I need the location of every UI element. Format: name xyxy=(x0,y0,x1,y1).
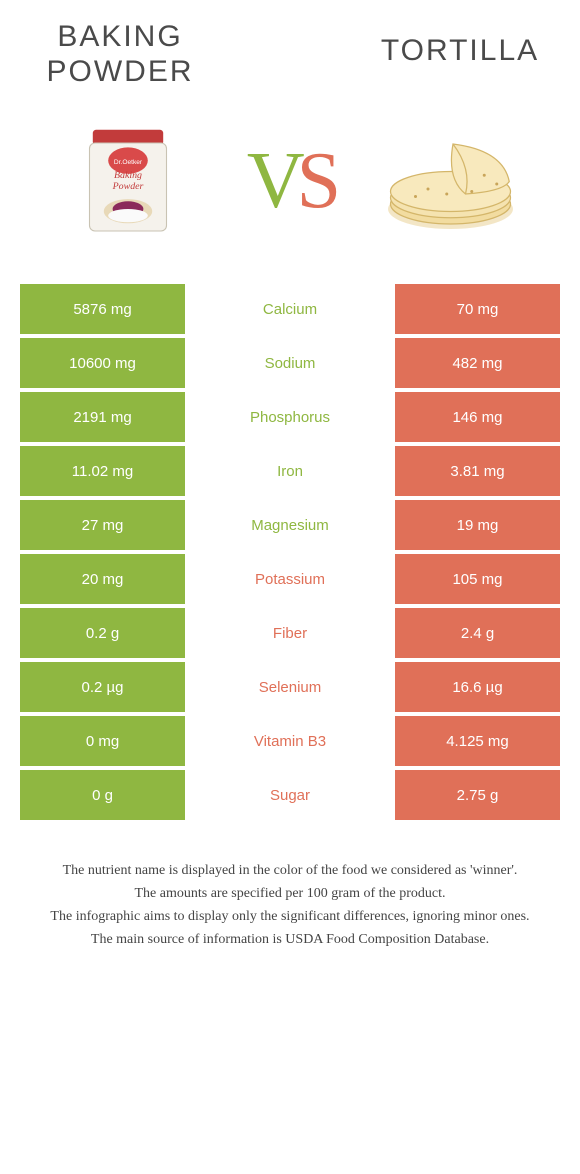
nutrient-label: Selenium xyxy=(185,662,395,712)
right-value: 3.81 mg xyxy=(395,446,560,496)
right-value: 16.6 µg xyxy=(395,662,560,712)
right-value: 70 mg xyxy=(395,284,560,334)
infographic-container: Baking powder Tortilla Dr.Oetker Baking … xyxy=(0,0,580,972)
images-row: Dr.Oetker Baking Powder VS xyxy=(20,104,560,259)
svg-text:Baking: Baking xyxy=(113,170,141,181)
nutrient-label: Phosphorus xyxy=(185,392,395,442)
footer-line: The main source of information is USDA F… xyxy=(30,929,550,950)
right-value: 105 mg xyxy=(395,554,560,604)
left-value: 11.02 mg xyxy=(20,446,185,496)
left-value: 0.2 µg xyxy=(20,662,185,712)
left-value: 0 mg xyxy=(20,716,185,766)
table-row: 0.2 µgSelenium16.6 µg xyxy=(20,662,560,712)
footer-line: The nutrient name is displayed in the co… xyxy=(30,860,550,881)
left-value: 5876 mg xyxy=(20,284,185,334)
right-food-title: Tortilla xyxy=(360,20,560,69)
table-row: 5876 mgCalcium70 mg xyxy=(20,284,560,334)
left-food-title: Baking powder xyxy=(20,20,220,89)
left-value: 2191 mg xyxy=(20,392,185,442)
nutrient-label: Potassium xyxy=(185,554,395,604)
table-row: 0 gSugar2.75 g xyxy=(20,770,560,820)
baking-powder-image: Dr.Oetker Baking Powder xyxy=(50,104,205,259)
title-line: powder xyxy=(47,55,194,88)
right-value: 482 mg xyxy=(395,338,560,388)
table-row: 11.02 mgIron3.81 mg xyxy=(20,446,560,496)
vs-label: VS xyxy=(247,136,333,227)
tortilla-image xyxy=(375,104,530,259)
svg-text:Dr.Oetker: Dr.Oetker xyxy=(113,159,142,166)
footer-notes: The nutrient name is displayed in the co… xyxy=(20,860,560,950)
table-row: 0 mgVitamin B34.125 mg xyxy=(20,716,560,766)
svg-text:Powder: Powder xyxy=(111,181,143,192)
left-value: 27 mg xyxy=(20,500,185,550)
nutrient-label: Vitamin B3 xyxy=(185,716,395,766)
right-value: 19 mg xyxy=(395,500,560,550)
right-value: 2.4 g xyxy=(395,608,560,658)
left-value: 20 mg xyxy=(20,554,185,604)
nutrient-label: Calcium xyxy=(185,284,395,334)
right-value: 4.125 mg xyxy=(395,716,560,766)
table-row: 10600 mgSodium482 mg xyxy=(20,338,560,388)
right-value: 2.75 g xyxy=(395,770,560,820)
vs-v: V xyxy=(247,137,297,225)
nutrient-label: Sugar xyxy=(185,770,395,820)
nutrient-label: Magnesium xyxy=(185,500,395,550)
table-row: 27 mgMagnesium19 mg xyxy=(20,500,560,550)
title-line: Baking xyxy=(57,20,182,53)
vs-s: S xyxy=(297,137,334,225)
nutrient-label: Iron xyxy=(185,446,395,496)
nutrient-label: Sodium xyxy=(185,338,395,388)
table-row: 20 mgPotassium105 mg xyxy=(20,554,560,604)
left-value: 10600 mg xyxy=(20,338,185,388)
header-titles: Baking powder Tortilla xyxy=(20,20,560,89)
left-value: 0.2 g xyxy=(20,608,185,658)
left-value: 0 g xyxy=(20,770,185,820)
right-value: 146 mg xyxy=(395,392,560,442)
comparison-table: 5876 mgCalcium70 mg10600 mgSodium482 mg2… xyxy=(20,284,560,820)
footer-line: The infographic aims to display only the… xyxy=(30,906,550,927)
table-row: 0.2 gFiber2.4 g xyxy=(20,608,560,658)
nutrient-label: Fiber xyxy=(185,608,395,658)
table-row: 2191 mgPhosphorus146 mg xyxy=(20,392,560,442)
footer-line: The amounts are specified per 100 gram o… xyxy=(30,883,550,904)
